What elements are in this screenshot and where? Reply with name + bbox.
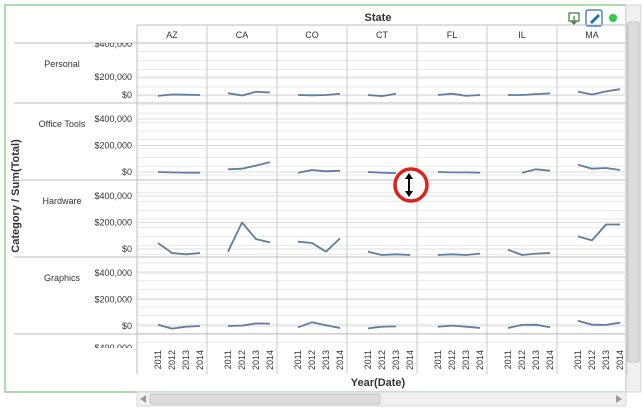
series-line-personal-az [157, 93, 201, 97]
series-line-graphics-il [507, 323, 551, 329]
x-tick-label: 2014 [265, 350, 275, 370]
series-line-personal-co [297, 93, 341, 97]
x-tick-label: 2012 [587, 350, 597, 370]
x-tick-label: 2014 [405, 350, 415, 370]
series-line-office-tools-ca [227, 161, 271, 171]
x-tick-label: 2014 [475, 350, 485, 370]
y-tick-label: $400,000 [94, 268, 132, 278]
x-tick-label: 2011 [363, 350, 373, 369]
column-header-az: AZ [166, 30, 178, 40]
x-tick-label: 2013 [181, 350, 191, 370]
column-header-il: IL [518, 30, 526, 40]
column-header-ct: CT [376, 30, 388, 40]
x-tick-label: 2013 [531, 350, 541, 370]
series-line-hardware-ct [367, 250, 411, 256]
series-line-hardware-az [157, 242, 201, 256]
horizontal-scrollbar[interactable] [136, 391, 627, 407]
y-tick-label: $200,000 [94, 295, 132, 305]
x-tick-label: 2014 [615, 350, 625, 370]
series-line-office-tools-co [297, 169, 341, 174]
x-tick-label: 2013 [391, 350, 401, 370]
y-tick-label: $0 [122, 90, 132, 100]
export-icon[interactable] [567, 11, 581, 25]
tick-label-clipped: $400,000 [94, 343, 132, 353]
y-axis-title: Category / Sum(Total) [10, 139, 22, 253]
series-line-hardware-ma [577, 223, 620, 242]
x-tick-label: 2011 [223, 350, 233, 369]
series-line-graphics-ct [367, 325, 397, 330]
series-line-personal-fl [437, 92, 481, 97]
x-tick-label: 2011 [573, 350, 583, 369]
x-tick-label: 2012 [167, 350, 177, 370]
x-tick-label: 2011 [293, 350, 303, 369]
column-header-co: CO [305, 30, 319, 40]
series-line-office-tools-ma [577, 163, 621, 171]
y-tick-label: $200,000 [94, 72, 132, 82]
y-tick-label: $200,000 [94, 141, 132, 151]
series-line-personal-ma [577, 88, 621, 96]
vertical-scrollbar[interactable] [625, 4, 642, 393]
x-tick-label: 2012 [517, 350, 527, 370]
tick-label-clipped: $400,000 [94, 39, 132, 49]
pencil-icon[interactable] [585, 9, 603, 27]
y-tick-label: $0 [122, 244, 132, 254]
x-tick-label: 2011 [433, 350, 443, 369]
x-tick-label: 2013 [601, 350, 611, 370]
series-line-hardware-il [507, 248, 551, 256]
column-axis-title: State [365, 12, 392, 24]
x-tick-label: 2013 [321, 350, 331, 370]
row-header-graphics: Graphics [44, 273, 81, 283]
x-tick-label: 2014 [335, 350, 345, 370]
cursor-highlight-ring [393, 167, 429, 203]
row-header-hardware: Hardware [42, 196, 81, 206]
x-tick-label: 2012 [237, 350, 247, 370]
series-line-office-tools-ct [367, 171, 397, 174]
x-tick-label: 2012 [307, 350, 317, 370]
series-line-graphics-fl [437, 324, 481, 329]
x-tick-label: 2014 [545, 350, 555, 370]
y-tick-label: $0 [122, 167, 132, 177]
series-line-office-tools-az [157, 171, 200, 174]
x-tick-label: 2012 [447, 350, 457, 370]
row-header-office-tools: Office Tools [39, 119, 86, 129]
column-header-fl: FL [447, 30, 458, 40]
x-tick-label: 2013 [251, 350, 261, 370]
y-tick-label: $400,000 [94, 191, 132, 201]
series-line-hardware-ca [227, 221, 271, 253]
series-line-hardware-co [297, 237, 341, 253]
x-tick-label: 2014 [195, 350, 205, 370]
resize-vertical-icon [405, 173, 413, 197]
series-line-graphics-ca [227, 322, 271, 327]
status-dot-icon [609, 14, 617, 22]
x-axis-title: Year(Date) [351, 377, 406, 389]
series-line-office-tools-il [521, 168, 551, 174]
series-line-personal-ct [367, 92, 397, 97]
y-tick-label: $0 [122, 321, 132, 331]
series-line-graphics-az [157, 323, 201, 330]
x-tick-label: 2011 [153, 350, 163, 369]
series-line-hardware-fl [437, 252, 481, 256]
row-header-personal: Personal [44, 59, 80, 69]
column-header-ca: CA [236, 30, 249, 40]
series-line-graphics-ma [577, 319, 621, 326]
y-tick-label: $200,000 [94, 218, 132, 228]
y-tick-label: $400,000 [94, 114, 132, 124]
series-line-personal-ca [227, 90, 271, 97]
x-tick-label: 2012 [377, 350, 387, 370]
series-line-personal-il [508, 92, 551, 96]
series-line-office-tools-fl [437, 171, 481, 174]
series-line-graphics-co [297, 321, 341, 329]
x-tick-label: 2013 [461, 350, 471, 370]
column-header-ma: MA [585, 30, 599, 40]
x-tick-label: 2011 [503, 350, 513, 369]
